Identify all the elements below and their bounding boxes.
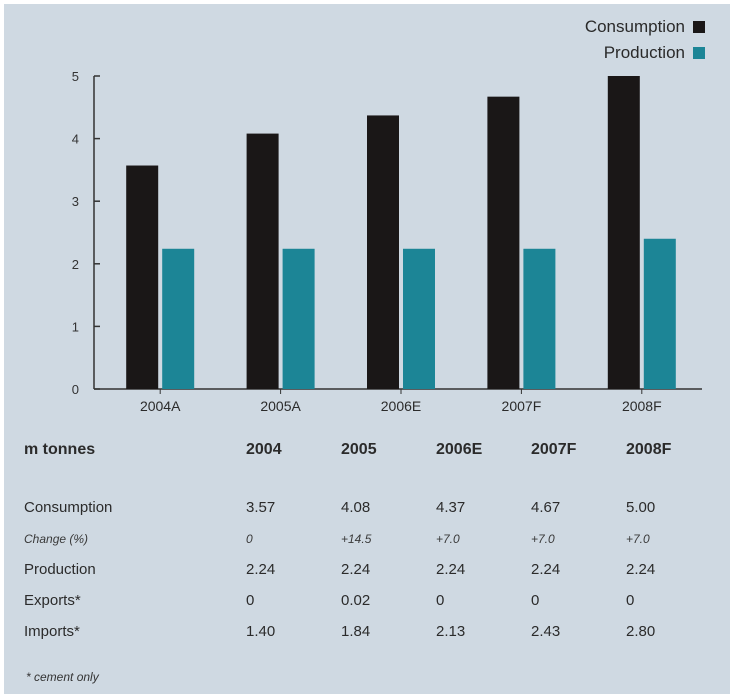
table-cell: 4.37 (436, 499, 466, 516)
table-cell: 2.24 (436, 561, 466, 578)
table-header-unit: m tonnes (24, 441, 96, 458)
chart-legend: Consumption Production (585, 14, 705, 66)
table-cell: 4.08 (341, 499, 371, 516)
table-cell: 1.84 (341, 623, 371, 640)
table-header-row: m tonnes 2004 2005 2006E 2007F 2008F (24, 434, 706, 466)
x-tick-label: 2004A (140, 398, 181, 414)
x-tick-label: 2006E (381, 398, 421, 414)
row-label: Imports* (24, 623, 80, 640)
table-cell: +7.0 (531, 531, 555, 546)
bar-chart: 0 1 2 3 4 5 2004A 2005A 2006E 2007F 2008F (72, 69, 702, 414)
table-cell: +7.0 (626, 531, 650, 546)
table-header-cell: 2004 (246, 441, 282, 458)
bar-consumption-2008F (607, 76, 640, 389)
legend-item-production: Production (585, 40, 705, 66)
legend-swatch-production (693, 47, 705, 59)
table-cell: 0 (436, 592, 445, 609)
table-row-change: Change (%) 0 +14.5 +7.0 +7.0 +7.0 (24, 523, 706, 554)
table-header-cell: 2005 (341, 441, 377, 458)
bar-production-2005A (282, 248, 315, 389)
table-header-cell: 2007F (531, 441, 577, 458)
legend-label-production: Production (603, 43, 685, 62)
table-cell: 0 (531, 592, 540, 609)
table-cell: 0 (246, 592, 255, 609)
table-cell: 0.02 (341, 592, 371, 609)
table-header-cell: 2006E (436, 441, 483, 458)
bar-consumption-2006E (367, 115, 399, 390)
row-label: Production (24, 561, 96, 578)
row-label: Exports* (24, 592, 81, 609)
table-cell: 2.24 (341, 561, 371, 578)
table-spacer (24, 466, 706, 492)
table-cell: 0 (626, 592, 635, 609)
table-row-production: Production 2.24 2.24 2.24 2.24 2.24 (24, 554, 706, 585)
table-row-imports: Imports* 1.40 1.84 2.13 2.43 2.80 (24, 616, 706, 647)
y-tick-label: 2 (72, 257, 79, 272)
footnote: * cement only (26, 670, 99, 684)
table-cell: 2.80 (626, 623, 656, 640)
y-tick-label: 5 (72, 69, 79, 84)
bar-production-2008F (643, 238, 676, 389)
y-tick-label: 0 (72, 382, 79, 397)
y-tick-label: 3 (72, 194, 79, 209)
table-cell: 2.24 (626, 561, 656, 578)
bar-consumption-2005A (246, 133, 279, 389)
bar-production-2004A (162, 248, 195, 389)
bar-production-2006E (403, 248, 435, 389)
legend-swatch-consumption (693, 21, 705, 33)
table-cell: 2.24 (531, 561, 561, 578)
row-label: Change (%) (24, 531, 89, 546)
bar-consumption-2004A (126, 165, 159, 389)
x-tick-label: 2008F (622, 398, 662, 414)
bar-production-2007F (523, 248, 556, 389)
legend-label-consumption: Consumption (584, 17, 685, 36)
table-cell: 4.67 (531, 499, 561, 516)
data-table: m tonnes 2004 2005 2006E 2007F 2008F Con… (24, 434, 706, 647)
bar-consumption-2007F (487, 96, 520, 390)
x-tick-label: 2005A (260, 398, 301, 414)
table-cell: 3.57 (246, 499, 276, 516)
table-cell: 2.13 (436, 623, 466, 640)
legend-item-consumption: Consumption (585, 14, 705, 40)
table-cell: 5.00 (626, 499, 656, 516)
table-cell: +7.0 (436, 531, 460, 546)
row-label: Consumption (24, 499, 113, 516)
table-cell: 1.40 (246, 623, 276, 640)
y-tick-label: 4 (72, 132, 79, 147)
y-tick-label: 1 (72, 319, 79, 334)
table-row-exports: Exports* 0 0.02 0 0 0 (24, 585, 706, 616)
x-tick-label: 2007F (502, 398, 542, 414)
table-row-consumption: Consumption 3.57 4.08 4.37 4.67 5.00 (24, 492, 706, 523)
table-cell: 0 (246, 531, 253, 546)
table-cell: 2.24 (246, 561, 276, 578)
table-cell: +14.5 (341, 531, 372, 546)
table-cell: 2.43 (531, 623, 561, 640)
table-header-cell: 2008F (626, 441, 672, 458)
